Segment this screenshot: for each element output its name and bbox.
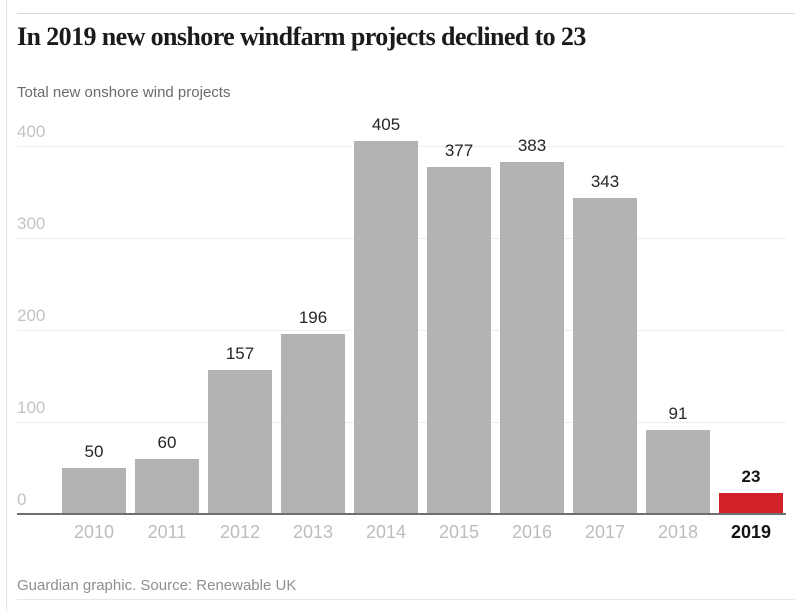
x-tick-label-2014: 2014 — [365, 522, 407, 542]
bar-value-label-2013: 196 — [298, 308, 328, 327]
left-edge-rule — [6, 0, 7, 611]
bar-2011 — [135, 459, 199, 513]
y-tick-label-200: 200 — [17, 306, 46, 325]
y-tick-label-300: 300 — [17, 214, 46, 233]
x-tick-label-2017: 2017 — [584, 522, 626, 542]
bar-2018 — [646, 430, 710, 513]
bar-value-label-2017: 343 — [590, 172, 620, 191]
x-tick-label-2015: 2015 — [438, 522, 480, 542]
x-tick-label-2016: 2016 — [511, 522, 553, 542]
bar-2010 — [62, 468, 126, 513]
header-top-rule — [17, 13, 795, 14]
y-tick-label-0: 0 — [17, 490, 27, 509]
bar-2017 — [573, 198, 637, 513]
x-tick-label-2012: 2012 — [219, 522, 261, 542]
x-tick-label-2018: 2018 — [657, 522, 699, 542]
bar-value-label-2014: 405 — [371, 115, 401, 134]
source-note: Guardian graphic. Source: Renewable UK — [17, 577, 297, 594]
x-axis-line — [17, 513, 786, 515]
bar-2019 — [719, 493, 783, 513]
x-tick-label-2019: 2019 — [730, 522, 772, 542]
bar-value-label-2015: 377 — [444, 141, 474, 160]
chart-subtitle: Total new onshore wind projects — [17, 84, 231, 101]
bar-value-label-2019: 23 — [741, 467, 761, 486]
footer-bottom-rule — [17, 599, 795, 600]
bar-value-label-2011: 60 — [157, 433, 177, 452]
x-tick-label-2010: 2010 — [73, 522, 115, 542]
y-tick-label-100: 100 — [17, 398, 46, 417]
bar-2012 — [208, 370, 272, 513]
bar-value-label-2016: 383 — [517, 136, 547, 155]
bar-value-label-2010: 50 — [84, 442, 104, 461]
bar-2016 — [500, 162, 564, 513]
y-tick-label-400: 400 — [17, 122, 46, 141]
x-tick-label-2011: 2011 — [147, 522, 187, 542]
bar-value-label-2018: 91 — [668, 404, 688, 423]
x-tick-label-2013: 2013 — [292, 522, 334, 542]
chart-title: In 2019 new onshore windfarm projects de… — [17, 22, 586, 51]
bar-2015 — [427, 167, 491, 513]
bar-2013 — [281, 334, 345, 513]
bar-value-label-2012: 157 — [225, 344, 255, 363]
bar-2014 — [354, 141, 418, 513]
